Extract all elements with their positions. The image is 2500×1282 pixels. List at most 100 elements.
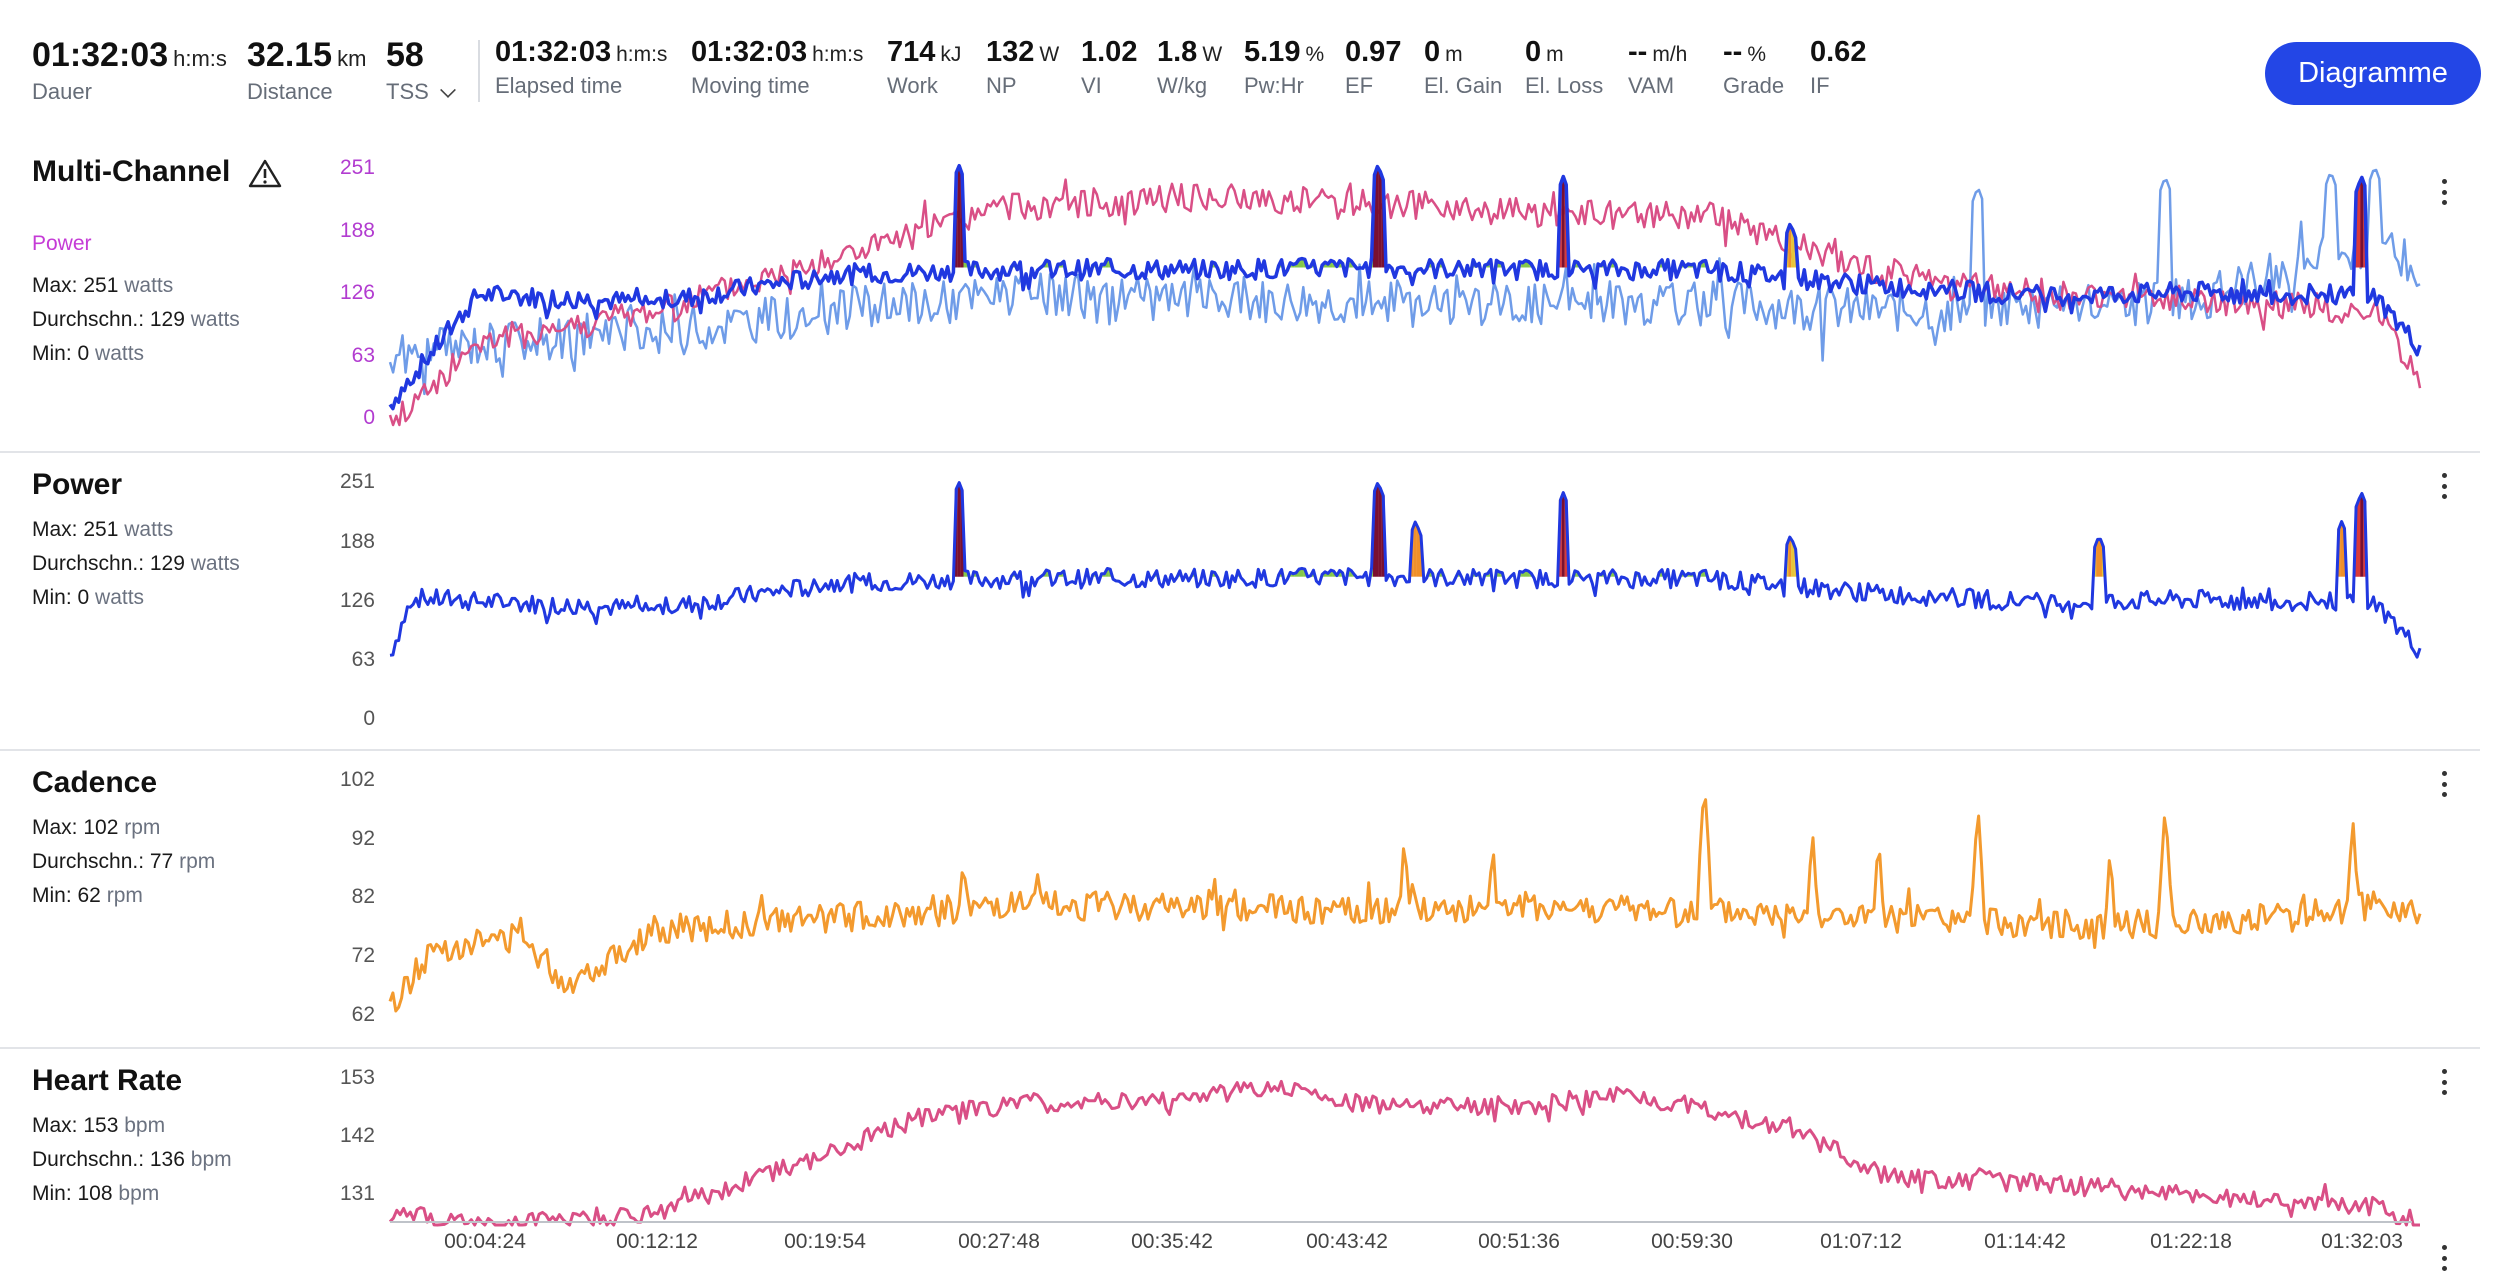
heart-rate-chart[interactable] [388,1075,2420,1227]
more-options-icon[interactable] [2434,174,2454,210]
y-tick: 0 [363,707,375,730]
stat-avg: Durchschn.: 136 bpm [32,1148,232,1172]
stat-avg-value: Durchschn.: 129 [32,308,185,331]
stat-label: VI [1081,73,1102,98]
more-options-icon[interactable] [2434,766,2454,802]
x-tick: 00:19:54 [784,1230,866,1253]
stat-if: 0.62 IF [1810,36,1866,99]
multi-channel-chart[interactable] [388,163,2422,427]
stat-grade: --% Grade [1723,36,1784,99]
x-tick: 01:14:42 [1984,1230,2066,1253]
y-tick: 62 [351,1003,375,1026]
stat-unit: m [1445,43,1463,66]
stat-unit: h:m:s [812,43,864,66]
diagramme-button[interactable]: Diagramme [2265,42,2481,105]
stat-wkg: 1.8 W W/kg [1157,36,1222,99]
power-chart[interactable] [389,481,2422,722]
stat-tss-dropdown[interactable]: 58 TSS [386,36,456,105]
warning-icon[interactable] [248,158,282,188]
stat-label: EF [1345,73,1374,98]
stat-max-value: Max: 102 [32,816,119,839]
more-options-icon[interactable] [2434,1064,2454,1100]
stat-value: 0 [1525,36,1542,68]
stat-label: TSS [386,79,429,104]
x-tick: 01:32:03 [2321,1230,2403,1253]
stat-label: Pw:Hr [1244,73,1304,98]
stat-pwhr: 5.19% Pw:Hr [1244,36,1324,99]
stat-unit: W [1202,43,1223,66]
stat-value: 0 [1424,36,1441,68]
stat-unit: m/h [1652,43,1688,66]
stat-unit: h:m:s [616,43,668,66]
more-options-icon[interactable] [2434,468,2454,504]
stat-avg: Durchschn.: 129 watts [32,308,240,332]
stat-max: Max: 251 watts [32,274,173,298]
y-tick: 92 [351,827,375,850]
y-tick: 251 [339,470,375,493]
stat-label: Work [887,73,938,98]
stat-label: Elapsed time [495,73,623,98]
panel-title: Power [32,468,123,501]
y-tick: 126 [339,281,375,304]
more-options-icon[interactable] [2434,1240,2454,1276]
panel-subtitle: Power [32,232,92,255]
y-tick: 82 [351,885,375,908]
stat-avg-unit: rpm [179,850,216,873]
stat-value: 0.62 [1810,36,1867,68]
panel-divider [0,451,2480,453]
stat-max-unit: bpm [124,1114,166,1137]
stat-unit: m [1546,43,1564,66]
stat-value: 1.02 [1081,36,1138,68]
chevron-down-icon [439,82,456,98]
y-tick: 251 [339,156,375,179]
y-tick: 63 [351,344,375,367]
panel-divider [0,1047,2480,1049]
stat-value: 0.97 [1345,36,1402,68]
stat-max-unit: watts [124,274,174,297]
summary-stats-bar: 01:32:03 h:m:s Dauer 32.15 km Distance 58 … [0,0,2500,140]
stat-min: Min: 0 watts [32,342,144,366]
stat-value: 1.8 [1157,36,1198,68]
stat-unit: kJ [940,43,962,66]
stat-dauer: 01:32:03 h:m:s Dauer [32,36,227,105]
stat-moving-time: 01:32:03 h:m:s Moving time [691,36,863,99]
x-tick: 00:04:24 [444,1230,526,1253]
stat-min-unit: rpm [106,884,143,907]
stat-label: El. Loss [1525,73,1604,98]
stat-vam: -- m/h VAM [1628,36,1687,99]
stat-min-unit: watts [95,586,145,609]
stat-label: NP [986,73,1017,98]
y-tick: 153 [339,1066,375,1089]
stat-label: Moving time [691,73,810,98]
stat-value: 132 [986,36,1035,68]
cadence-line [388,798,2422,1013]
power-line [389,481,2422,659]
panel-title: Cadence [32,766,158,799]
stat-value: 01:32:03 [32,36,169,74]
stat-avg-unit: watts [190,552,240,575]
stat-unit: % [1305,43,1325,66]
stat-min: Min: 0 watts [32,586,144,610]
stat-avg-value: Durchschn.: 77 [32,850,174,873]
cadence-chart[interactable] [388,780,2422,1020]
stat-distance: 32.15 km Distance [247,36,366,105]
stat-vi: 1.02 VI [1081,36,1137,99]
stat-min-unit: bpm [118,1182,160,1205]
stat-avg-unit: bpm [190,1148,232,1171]
stat-unit: % [1747,43,1767,66]
y-tick: 142 [339,1124,375,1147]
x-tick: 01:07:12 [1820,1230,1902,1253]
power-series-line [388,163,2422,411]
y-tick: 188 [339,530,375,553]
x-tick: 00:59:30 [1651,1230,1733,1253]
stat-max-unit: watts [124,518,174,541]
stat-label: VAM [1628,73,1675,98]
stat-avg-value: Durchschn.: 129 [32,552,185,575]
panel-divider [0,749,2480,751]
stat-value: -- [1628,36,1648,68]
stat-label: W/kg [1157,73,1208,98]
stat-min-unit: watts [95,342,145,365]
stat-label: Dauer [32,79,92,104]
stat-value: 01:32:03 [495,36,612,68]
stat-value: 58 [386,36,424,74]
